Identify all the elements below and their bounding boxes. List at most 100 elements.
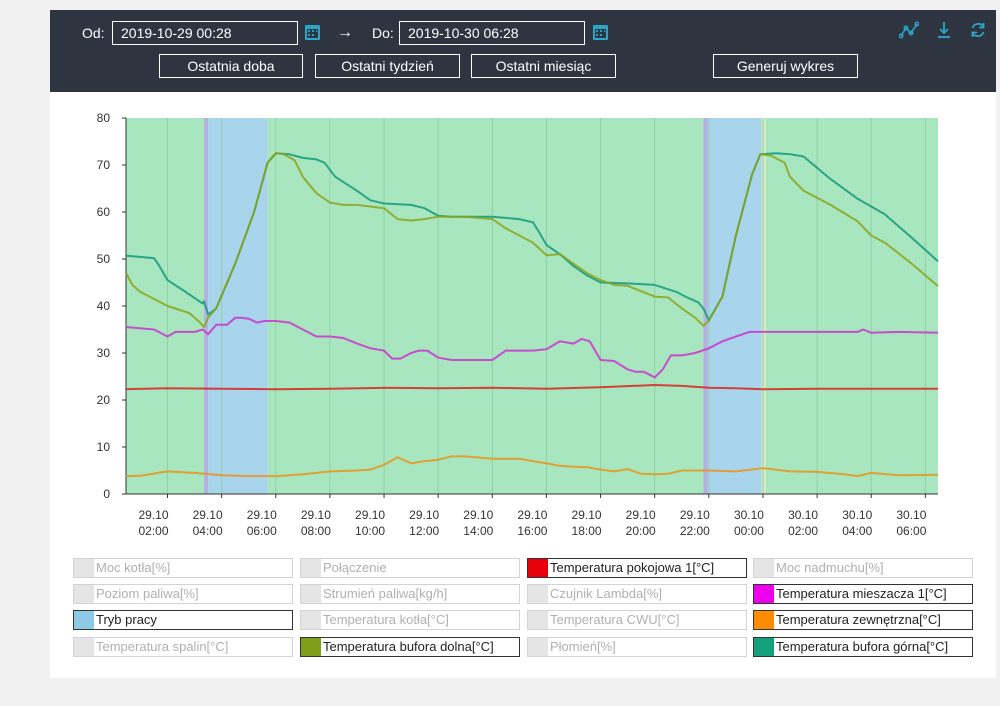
x-tick-time: 16:00 [517,524,547,538]
legend-swatch [528,611,548,629]
legend-item[interactable]: Temperatura kotła[°C] [300,610,520,630]
series-line-temperatura-mieszacza-1-c [126,316,939,379]
x-tick-time: 12:00 [409,524,439,538]
legend-label: Temperatura zewnętrzna[°C] [776,612,941,627]
x-tick-date: 30.10 [788,508,818,522]
legend-item[interactable]: Tryb pracy [73,610,293,630]
mode-band-fire-up [707,118,762,494]
legend-swatch [754,638,774,656]
x-tick-time: 14:00 [463,524,493,538]
legend-item[interactable]: Temperatura bufora dolna[°C] [300,637,520,657]
from-date-input[interactable] [112,21,298,45]
mode-band-transition [703,118,708,494]
legend-item[interactable]: Temperatura CWU[°C] [527,610,747,630]
legend-swatch [301,638,321,656]
legend-label: Płomień[%] [550,639,616,654]
legend-label: Poziom paliwa[%] [96,586,199,601]
download-icon[interactable] [934,20,954,40]
x-tick-time: 06:00 [247,524,277,538]
to-label: Do: [372,25,394,41]
legend-label: Temperatura CWU[°C] [550,612,680,627]
legend-swatch [74,559,94,577]
to-date-input[interactable] [399,21,585,45]
series-line-temperatura-zewn-trzna-c [126,455,939,478]
y-tick-label: 60 [97,205,111,219]
last-month-button[interactable]: Ostatni miesiąc [471,54,616,78]
legend-item[interactable]: Temperatura bufora górna[°C] [753,637,973,657]
y-tick-label: 0 [103,487,110,501]
x-tick-date: 29.10 [463,508,493,522]
legend-item[interactable]: Temperatura zewnętrzna[°C] [753,610,973,630]
from-calendar-icon[interactable] [305,25,320,40]
x-tick-time: 10:00 [355,524,385,538]
legend-item[interactable]: Moc kotła[%] [73,558,293,578]
legend-item[interactable]: Poziom paliwa[%] [73,584,293,604]
legend-swatch [754,559,774,577]
x-tick-time: 02:00 [138,524,168,538]
legend-label: Czujnik Lambda[%] [550,586,662,601]
legend-label: Strumień paliwa[kg/h] [323,586,448,601]
legend-label: Moc nadmuchu[%] [776,560,884,575]
x-tick-time: 04:00 [842,524,872,538]
y-tick-label: 30 [97,346,111,360]
last-day-button[interactable]: Ostatnia doba [159,54,303,78]
y-tick-label: 40 [97,299,111,313]
x-tick-date: 29.10 [517,508,547,522]
x-tick-date: 29.10 [355,508,385,522]
x-tick-date: 29.10 [626,508,656,522]
x-tick-date: 30.10 [734,508,764,522]
x-tick-time: 22:00 [680,524,710,538]
refresh-icon[interactable] [968,20,988,40]
y-tick-label: 50 [97,252,111,266]
x-tick-date: 29.10 [572,508,602,522]
y-tick-label: 20 [97,393,111,407]
legend-label: Temperatura spalin[°C] [96,639,229,654]
legend-swatch [754,611,774,629]
legend-swatch [301,611,321,629]
x-tick-date: 29.10 [301,508,331,522]
legend-swatch [74,585,94,603]
legend-label: Moc kotła[%] [96,560,171,575]
legend-item[interactable]: Płomień[%] [527,637,747,657]
legend-label: Temperatura bufora górna[°C] [776,639,949,654]
generate-chart-button[interactable]: Generuj wykres [713,54,858,78]
y-tick-label: 70 [97,158,111,172]
to-calendar-icon[interactable] [593,25,608,40]
x-tick-time: 08:00 [301,524,331,538]
legend-swatch [301,585,321,603]
legend-swatch [754,585,774,603]
mode-band-work [765,118,938,494]
x-tick-date: 29.10 [193,508,223,522]
legend-label: Temperatura pokojowa 1[°C] [550,560,715,575]
x-tick-time: 02:00 [788,524,818,538]
range-arrow-icon: → [337,24,353,41]
legend-label: Temperatura kotła[°C] [323,612,449,627]
x-tick-date: 29.10 [247,508,277,522]
legend-swatch [74,611,94,629]
legend-swatch [528,559,548,577]
legend-label: Tryb pracy [96,612,157,627]
from-label: Od: [82,25,105,41]
x-tick-time: 18:00 [572,524,602,538]
last-week-button[interactable]: Ostatni tydzień [315,54,460,78]
legend-item[interactable]: Moc nadmuchu[%] [753,558,973,578]
x-tick-time: 00:00 [734,524,764,538]
legend-item[interactable]: Strumień paliwa[kg/h] [300,584,520,604]
x-tick-date: 29.10 [138,508,168,522]
x-tick-time: 20:00 [626,524,656,538]
legend-item[interactable]: Temperatura mieszacza 1[°C] [753,584,973,604]
y-tick-label: 10 [97,440,111,454]
x-tick-date: 29.10 [680,508,710,522]
legend-item[interactable]: Temperatura pokojowa 1[°C] [527,558,747,578]
toolbar: Od: → Do: Ostatnia doba Ostatni tydzień … [50,10,996,92]
temperature-chart: 0 10 20 30 40 50 60 70 80 29.10 02:00 29.10 04:00 29.… [97,111,939,538]
legend-item[interactable]: Czujnik Lambda[%] [527,584,747,604]
legend-label: Temperatura bufora dolna[°C] [323,639,494,654]
mode-band-work [126,118,205,494]
x-tick-time: 04:00 [193,524,223,538]
legend-item[interactable]: Połączenie [300,558,520,578]
x-tick-date: 30.10 [896,508,926,522]
chart-line-icon[interactable] [899,20,919,40]
legend-item[interactable]: Temperatura spalin[°C] [73,637,293,657]
series-line-temperatura-pokojowa-1-c [126,384,939,391]
